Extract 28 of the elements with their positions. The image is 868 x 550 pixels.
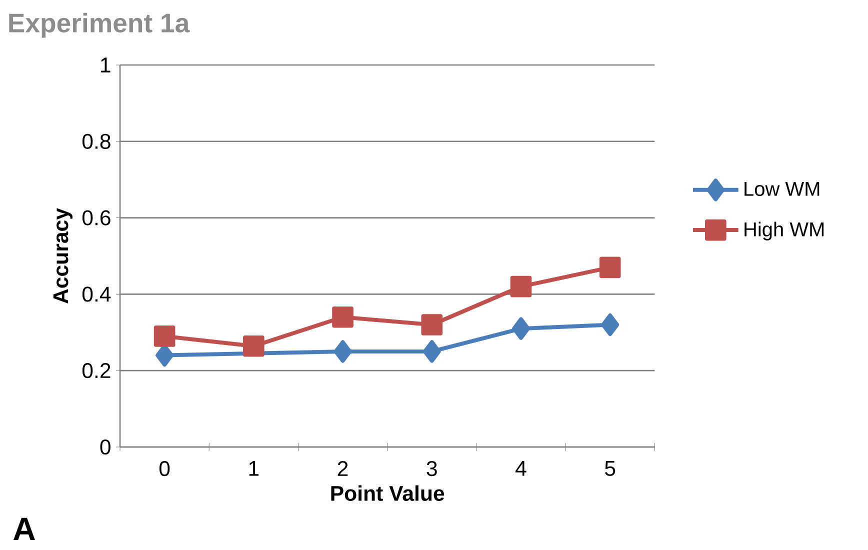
y-tick-label: 0	[100, 439, 110, 455]
point	[601, 313, 620, 336]
x-tick-label: 4	[516, 461, 526, 476]
point	[243, 335, 264, 357]
point	[421, 314, 443, 336]
point	[599, 256, 621, 278]
y-tick-label: 0.2	[82, 363, 110, 378]
point	[154, 326, 176, 347]
y-tick-label: 0.8	[82, 134, 110, 149]
point	[334, 340, 352, 363]
x-tick-label: 0	[159, 461, 170, 476]
point	[332, 306, 354, 328]
point	[512, 317, 530, 340]
y-tick-label: 1	[101, 58, 110, 72]
chart-title: Experiment 1a	[9, 12, 190, 38]
y-axis-title: Accuracy	[53, 208, 72, 304]
x-tick-label: 3	[426, 461, 437, 476]
y-tick-label: 0.6	[82, 210, 110, 226]
x-tick-label: 2	[338, 461, 348, 476]
point	[510, 276, 532, 298]
x-axis-title: Point Value	[331, 485, 444, 501]
legend-label: High WM	[744, 222, 824, 240]
point	[422, 340, 441, 363]
legend-label: Low WM	[744, 182, 820, 196]
x-tick-label: 5	[605, 461, 616, 476]
y-tick-label: 0.4	[82, 286, 111, 302]
text: A	[14, 518, 35, 540]
x-tick-label: 1	[249, 461, 259, 476]
